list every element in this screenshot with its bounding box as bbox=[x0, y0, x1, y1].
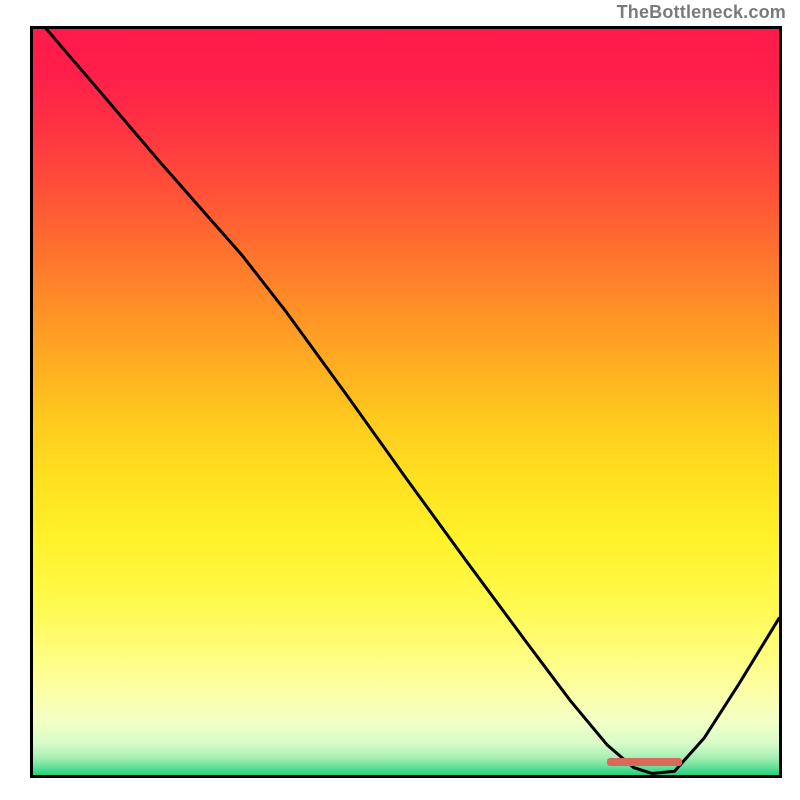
bottleneck-chart bbox=[30, 26, 782, 778]
chart-curve bbox=[33, 29, 779, 775]
attribution-text: TheBottleneck.com bbox=[617, 2, 786, 23]
chart-minimum-marker bbox=[607, 758, 682, 766]
chart-inner bbox=[33, 29, 779, 775]
